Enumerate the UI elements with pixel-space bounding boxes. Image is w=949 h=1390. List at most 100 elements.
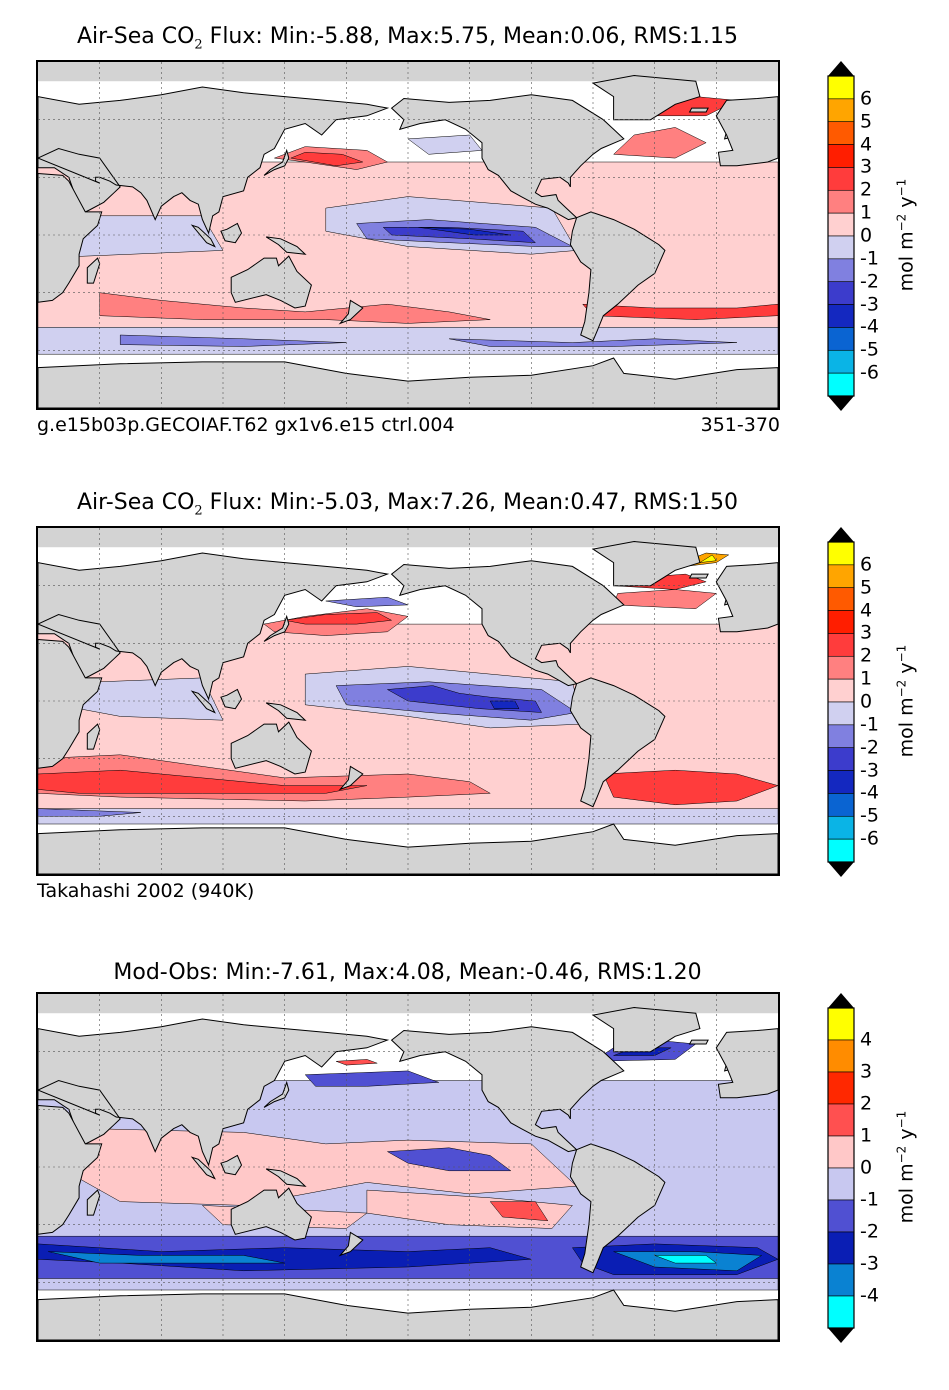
colorbar-level [827, 167, 855, 191]
colorbar-tick-label: 1 [860, 667, 873, 690]
landmass-europeeast [715, 562, 778, 633]
colorbar-level [827, 587, 855, 611]
landmass-madagascar [86, 257, 101, 284]
landmass-southamerica [569, 677, 666, 808]
contour-region [99, 292, 491, 324]
contour-region [48, 1251, 285, 1264]
landmass-borneo [220, 222, 243, 244]
colorbar-unit-label: mol m−2 y−1 [894, 644, 918, 758]
colorbar-level [827, 678, 855, 703]
colorbar-unit-label: mol m−2 y−1 [894, 1110, 918, 1224]
landmass-greenland [591, 1006, 701, 1053]
colorbar-tick-label: -6 [860, 361, 879, 384]
landmass-northamerica [390, 1026, 625, 1153]
landmass-africa [38, 172, 103, 303]
contour-region [654, 1255, 718, 1264]
run-name-label: g.e15b03p.GECOIAF.T62 gx1v6.e15 ctrl.004 [37, 414, 455, 436]
contour-region [489, 700, 520, 709]
landmass-newzealand [338, 1231, 364, 1257]
colorbar-tick-label: 4 [860, 599, 873, 622]
map-svg [38, 62, 778, 408]
colorbar-extend-min [828, 396, 854, 411]
colorbar-level [827, 1199, 855, 1233]
colorbar-unit-label: mol m−2 y−1 [894, 178, 918, 292]
title-text: Air-Sea CO [77, 490, 195, 515]
landmass-iceland [688, 1039, 709, 1045]
source-label: Takahashi 2002 (940K) [37, 880, 255, 902]
landmass-greenland [591, 74, 701, 121]
colorbar-level [827, 838, 855, 863]
landmass-southamerica [569, 211, 666, 342]
colorbar-level [827, 258, 855, 283]
landmass-newguinea [265, 1168, 307, 1187]
colorbar-level [827, 189, 855, 214]
landmass-newzealand [338, 765, 364, 791]
colorbar-tick-label: -5 [860, 338, 879, 361]
contour-region [699, 554, 717, 563]
colorbar-level [827, 1231, 855, 1265]
map-svg [38, 528, 778, 874]
title-stats: Flux: Min:-5.03, Max:7.26, Mean:0.47, RM… [202, 490, 738, 515]
map-plot [36, 992, 780, 1342]
colorbar-tick-label: -5 [860, 804, 879, 827]
colorbar-tick-label: 5 [860, 576, 873, 599]
colorbar-svg [827, 61, 855, 411]
colorbar-tick-label: -4 [860, 781, 879, 804]
title-text: Air-Sea CO [77, 24, 195, 49]
grid [38, 62, 778, 408]
contour-region [289, 152, 363, 167]
colorbar-tick-label: 4 [860, 1028, 873, 1051]
colorbar-frame [827, 541, 855, 863]
colorbar-level [827, 349, 855, 374]
colorbar-level [827, 724, 855, 749]
landmass-europeeast [715, 1028, 778, 1099]
title-subscript: 2 [194, 37, 203, 53]
colorbar-tick-label: 6 [860, 87, 873, 110]
colorbar-tick-label: 2 [860, 1092, 873, 1115]
colorbar-extend-max [828, 61, 854, 76]
panel-difference: Mod-Obs: Min:-7.61, Max:4.08, Mean:-0.46… [0, 932, 949, 1390]
landmass-borneo [220, 688, 243, 710]
colorbar-ticks: 6 5 4 3 2 1 0 -1 -2 -3 -4 -5 -6 [860, 466, 900, 878]
colorbar-tick-label: -6 [860, 827, 879, 850]
colorbar-level [827, 1295, 855, 1329]
colorbar-level [827, 1039, 855, 1073]
colorbar-level [827, 75, 855, 100]
colorbar-tick-label: 0 [860, 690, 873, 713]
grid [38, 994, 778, 1340]
colorbar-tick-label: -2 [860, 1220, 879, 1243]
colorbar-level [827, 1071, 855, 1105]
landmass-madagascar [86, 723, 101, 750]
title-text: Mod-Obs: Min:-7.61, Max:4.08, Mean:-0.46… [113, 960, 702, 985]
landmass-japan [263, 614, 290, 642]
colorbar-tick-label: 2 [860, 178, 873, 201]
contour-region [418, 227, 511, 236]
colorbar-tick-label: 2 [860, 644, 873, 667]
colorbar-tick-label: -4 [860, 315, 879, 338]
landmass-greenland [591, 540, 701, 587]
colorbar-svg [827, 527, 855, 877]
colorbar-level [827, 815, 855, 840]
contour-region [602, 769, 778, 806]
colorbar-frame [827, 75, 855, 397]
landmass-southamerica [569, 1143, 666, 1274]
colorbar-level [827, 1263, 855, 1297]
colorbar-level [827, 1135, 855, 1169]
panel-title: Mod-Obs: Min:-7.61, Max:4.08, Mean:-0.46… [0, 960, 815, 985]
colorbar-tick-label: 3 [860, 1060, 873, 1083]
panel-title: Air-Sea CO2 Flux: Min:-5.03, Max:7.26, M… [0, 490, 815, 518]
colorbar-tick-label: 1 [860, 201, 873, 224]
colorbar-tick-label: -2 [860, 270, 879, 293]
landmass-sumatra [190, 224, 216, 248]
contour-region [284, 612, 393, 625]
landmass-sumatra [190, 1156, 216, 1180]
map-plot [36, 60, 780, 410]
title-stats: Flux: Min:-5.88, Max:5.75, Mean:0.06, RM… [202, 24, 738, 49]
colorbar-tick-label: -3 [860, 293, 879, 316]
map-plot [36, 526, 780, 876]
panel-observations: Air-Sea CO 2 Flux: Min:-5.03, Max:7.26, M… [0, 466, 949, 924]
landmass-iceland [688, 107, 709, 113]
landmass-newguinea [265, 702, 307, 721]
contour-region [613, 589, 717, 609]
colorbar [826, 526, 856, 878]
